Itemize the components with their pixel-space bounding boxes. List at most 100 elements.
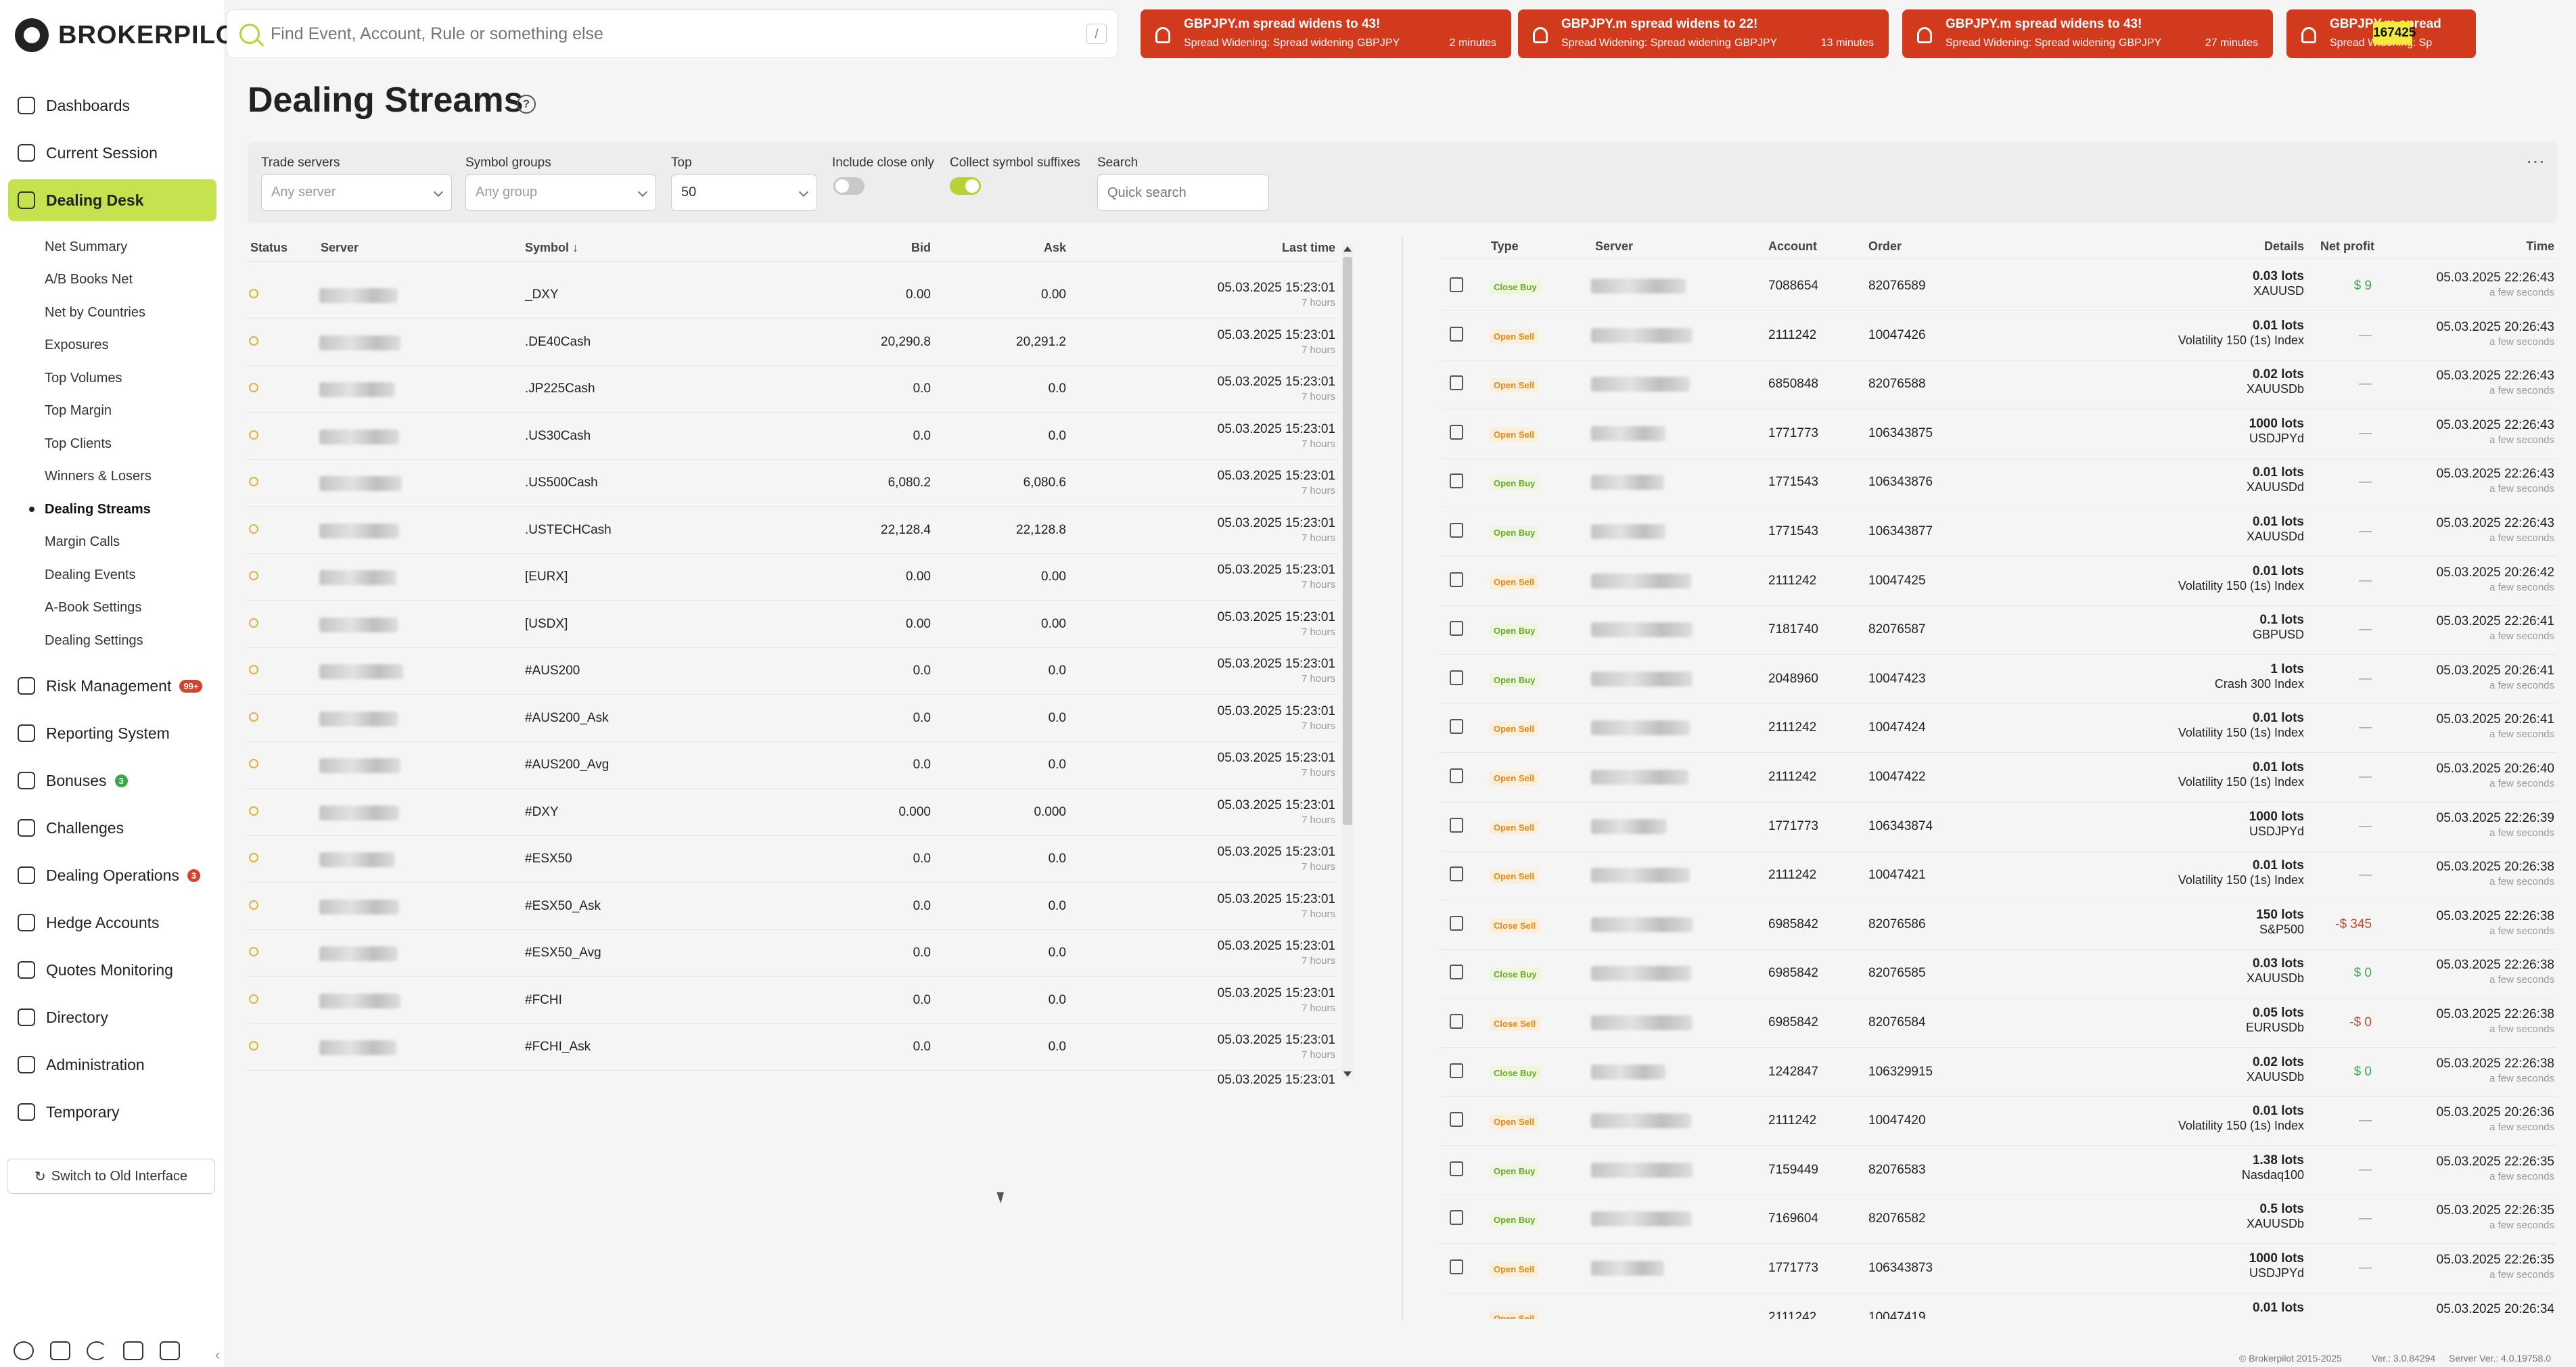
deal-row-partial[interactable]: Open Sell 2111242 10047419 0.01 lots 05.03.2… bbox=[1441, 1294, 2557, 1319]
col-type[interactable]: Type bbox=[1491, 239, 1519, 253]
deal-row[interactable]: Open Sell 1771773 106343874 1000 lots USDJPY… bbox=[1441, 803, 2557, 852]
quote-row[interactable]: _DXY 0.00 0.00 05.03.2025 15:23:01 7 hours bbox=[248, 273, 1337, 319]
sidebar-item-dashboards[interactable]: Dashboards bbox=[8, 85, 216, 126]
alert-counter-badge[interactable]: 167425 bbox=[2373, 22, 2416, 45]
subnav-item-top-clients[interactable]: Top Clients bbox=[45, 436, 112, 451]
subnav-item-dealing-settings[interactable]: Dealing Settings bbox=[45, 633, 143, 648]
quote-row[interactable]: #AUS200_Ask 0.0 0.0 05.03.2025 15:23:01 7 ho… bbox=[248, 696, 1337, 742]
col-order[interactable]: Order bbox=[1868, 239, 1902, 253]
collapse-sidebar-icon[interactable]: ‹ bbox=[215, 1346, 221, 1363]
moon-icon[interactable] bbox=[87, 1341, 107, 1360]
subnav-item-a-book-settings[interactable]: A-Book Settings bbox=[45, 600, 142, 615]
deal-row[interactable]: Open Buy 1771543 106343876 0.01 lots XAUUSDd… bbox=[1441, 459, 2557, 508]
col-server[interactable]: Server bbox=[1595, 239, 1634, 253]
global-search[interactable]: / bbox=[227, 9, 1118, 58]
quote-row[interactable]: [EURX] 0.00 0.00 05.03.2025 15:23:01 7 hours bbox=[248, 555, 1337, 601]
quote-row[interactable]: #DXY 0.000 0.000 05.03.2025 15:23:01 7 hours bbox=[248, 790, 1337, 836]
subnav-item-net-summary[interactable]: Net Summary bbox=[45, 239, 128, 254]
quote-row[interactable]: #AUS200_Avg 0.0 0.0 05.03.2025 15:23:01 7 ho… bbox=[248, 743, 1337, 789]
deal-row[interactable]: Close Sell 6985842 82076584 0.05 lots EURUSD… bbox=[1441, 999, 2557, 1048]
quotes-scrollbar[interactable] bbox=[1341, 244, 1354, 1080]
col-last-time[interactable]: Last time bbox=[1281, 241, 1335, 254]
col-details[interactable]: Details bbox=[2263, 239, 2304, 253]
deal-row[interactable]: Open Sell 1771773 106343873 1000 lots USDJPY… bbox=[1441, 1245, 2557, 1293]
sidebar-item-challenges[interactable]: Challenges bbox=[8, 807, 216, 849]
deal-row[interactable]: Open Buy 1771543 106343877 0.01 lots XAUUSDd… bbox=[1441, 508, 2557, 557]
deal-row[interactable]: Open Sell 2111242 10047425 0.01 lots Volatil… bbox=[1441, 557, 2557, 606]
deal-row[interactable]: Open Sell 2111242 10047421 0.01 lots Volatil… bbox=[1441, 852, 2557, 901]
sidebar-item-bonuses[interactable]: Bonuses 3 bbox=[8, 760, 216, 802]
monitor-icon[interactable] bbox=[50, 1341, 70, 1360]
switch-old-interface-button[interactable]: ↻ Switch to Old Interface bbox=[7, 1159, 215, 1194]
quote-row[interactable]: [USDX] 0.00 0.00 05.03.2025 15:23:01 7 hours bbox=[248, 602, 1337, 648]
quote-row[interactable]: #AUS200 0.0 0.0 05.03.2025 15:23:01 7 hours bbox=[248, 649, 1337, 695]
scroll-thumb[interactable] bbox=[1343, 257, 1352, 825]
col-time[interactable]: Time bbox=[2526, 239, 2554, 253]
alert-card[interactable]: GBPJPY.m spread widens to 22! Spread Wide… bbox=[1518, 9, 1889, 58]
logo[interactable]: BROKERPILOT bbox=[15, 18, 253, 53]
alert-card[interactable]: GBPJPY.m spread widens to 43! Spread Wide… bbox=[1902, 9, 2273, 58]
deal-row[interactable]: Open Sell 6850848 82076588 0.02 lots XAUUSDb… bbox=[1441, 361, 2557, 410]
quote-row[interactable]: .US500Cash 6,080.2 6,080.6 05.03.2025 15:23… bbox=[248, 461, 1337, 507]
col-account[interactable]: Account bbox=[1768, 239, 1817, 253]
deal-row[interactable]: Open Sell 2111242 10047426 0.01 lots Volatil… bbox=[1441, 312, 2557, 361]
global-search-input[interactable] bbox=[271, 24, 1082, 44]
sidebar-item-risk-management[interactable]: Risk Management 99+ bbox=[8, 665, 216, 707]
top-select[interactable]: 50 bbox=[671, 175, 817, 211]
more-options-icon[interactable]: ··· bbox=[2526, 150, 2545, 171]
trade-servers-select[interactable]: Any server bbox=[261, 175, 452, 211]
quote-row[interactable]: #ESX50_Ask 0.0 0.0 05.03.2025 15:23:01 7 hou… bbox=[248, 884, 1337, 930]
col-status[interactable]: Status bbox=[250, 241, 288, 254]
help-icon[interactable]: ? bbox=[517, 95, 536, 114]
sidebar-item-quotes-monitoring[interactable]: Quotes Monitoring bbox=[8, 949, 216, 991]
quote-row[interactable]: #FCHI_Ask 0.0 0.0 05.03.2025 15:23:01 7 hour… bbox=[248, 1025, 1337, 1071]
quote-row[interactable]: .DE40Cash 20,290.8 20,291.2 05.03.2025 15:2… bbox=[248, 320, 1337, 366]
col-net-profit[interactable]: Net profit bbox=[2320, 239, 2374, 253]
scroll-up-icon[interactable] bbox=[1343, 246, 1352, 252]
sidebar-item-temporary[interactable]: Temporary bbox=[8, 1091, 216, 1133]
col-server[interactable]: Server bbox=[321, 241, 359, 254]
deal-row[interactable]: Open Buy 7181740 82076587 0.1 lots GBPUSD — 05… bbox=[1441, 606, 2557, 655]
collect-suffixes-toggle[interactable] bbox=[950, 177, 981, 195]
symbol-groups-select[interactable]: Any group bbox=[465, 175, 656, 211]
quote-row[interactable]: .US30Cash 0.0 0.0 05.03.2025 15:23:01 7 hour… bbox=[248, 414, 1337, 460]
subnav-item-top-volumes[interactable]: Top Volumes bbox=[45, 371, 122, 386]
sidebar-item-reporting-system[interactable]: Reporting System bbox=[8, 712, 216, 754]
deal-row[interactable]: Open Sell 2111242 10047422 0.01 lots Volatil… bbox=[1441, 754, 2557, 802]
deal-row[interactable]: Close Buy 7088654 82076589 0.03 lots XAUUSD $… bbox=[1441, 262, 2557, 311]
deal-row[interactable]: Open Buy 7169604 82076582 0.5 lots XAUUSDb — 0… bbox=[1441, 1195, 2557, 1245]
subnav-item-dealing-streams[interactable]: Dealing Streams bbox=[45, 502, 151, 517]
quote-row[interactable]: #ESX50_Avg 0.0 0.0 05.03.2025 15:23:01 7 hou… bbox=[248, 931, 1337, 977]
settings-icon[interactable] bbox=[14, 1341, 34, 1360]
scroll-down-icon[interactable] bbox=[1343, 1071, 1352, 1077]
subnav-item-dealing-events[interactable]: Dealing Events bbox=[45, 567, 136, 582]
deal-row[interactable]: Open Sell 2111242 10047420 0.01 lots Volatil… bbox=[1441, 1097, 2557, 1146]
deal-row[interactable]: Close Buy 1242847 106329915 0.02 lots XAUUSD… bbox=[1441, 1048, 2557, 1097]
quote-row[interactable]: .USTECHCash 22,128.4 22,128.8 05.03.2025 15… bbox=[248, 508, 1337, 554]
sidebar-item-administration[interactable]: Administration bbox=[8, 1044, 216, 1086]
deal-row[interactable]: Open Sell 1771773 106343875 1000 lots USDJPY… bbox=[1441, 410, 2557, 459]
sidebar-item-current-session[interactable]: Current Session bbox=[8, 132, 216, 174]
sidebar-item-dealing-operations[interactable]: Dealing Operations 3 bbox=[8, 854, 216, 896]
quote-row[interactable]: #FCHI 0.0 0.0 05.03.2025 15:23:01 7 hours bbox=[248, 978, 1337, 1024]
subnav-item-net-by-countries[interactable]: Net by Countries bbox=[45, 305, 145, 320]
quote-row[interactable]: .JP225Cash 0.0 0.0 05.03.2025 15:23:01 7 hou… bbox=[248, 367, 1337, 413]
include-close-toggle[interactable] bbox=[833, 177, 865, 195]
deal-row[interactable]: Close Buy 6985842 82076585 0.03 lots XAUUSDb… bbox=[1441, 950, 2557, 999]
col-symbol[interactable]: Symbol ↓ bbox=[525, 241, 578, 255]
subnav-item-a-b-books-net[interactable]: A/B Books Net bbox=[45, 272, 133, 287]
satellite-icon[interactable] bbox=[123, 1341, 143, 1360]
sidebar-item-directory[interactable]: Directory bbox=[8, 996, 216, 1038]
deal-row[interactable]: Open Buy 2048960 10047423 1 lots Crash 300 I… bbox=[1441, 655, 2557, 704]
subnav-item-winners-losers[interactable]: Winners & Losers bbox=[45, 469, 152, 484]
sidebar-item-dealing-desk[interactable]: Dealing Desk bbox=[8, 179, 216, 221]
quote-row[interactable]: #ESX50 0.0 0.0 05.03.2025 15:23:01 7 hours bbox=[248, 837, 1337, 883]
subnav-item-top-margin[interactable]: Top Margin bbox=[45, 403, 112, 418]
logout-icon[interactable] bbox=[160, 1341, 180, 1360]
sidebar-item-hedge-accounts[interactable]: Hedge Accounts bbox=[8, 902, 216, 944]
col-ask[interactable]: Ask bbox=[1043, 241, 1066, 254]
deal-row[interactable]: Close Sell 6985842 82076586 150 lots S&P500 -… bbox=[1441, 901, 2557, 950]
subnav-item-exposures[interactable]: Exposures bbox=[45, 338, 109, 352]
quick-search-input[interactable] bbox=[1097, 175, 1269, 211]
alert-card[interactable]: GBPJPY.m spread widens to 43! Spread Wide… bbox=[1141, 9, 1511, 58]
